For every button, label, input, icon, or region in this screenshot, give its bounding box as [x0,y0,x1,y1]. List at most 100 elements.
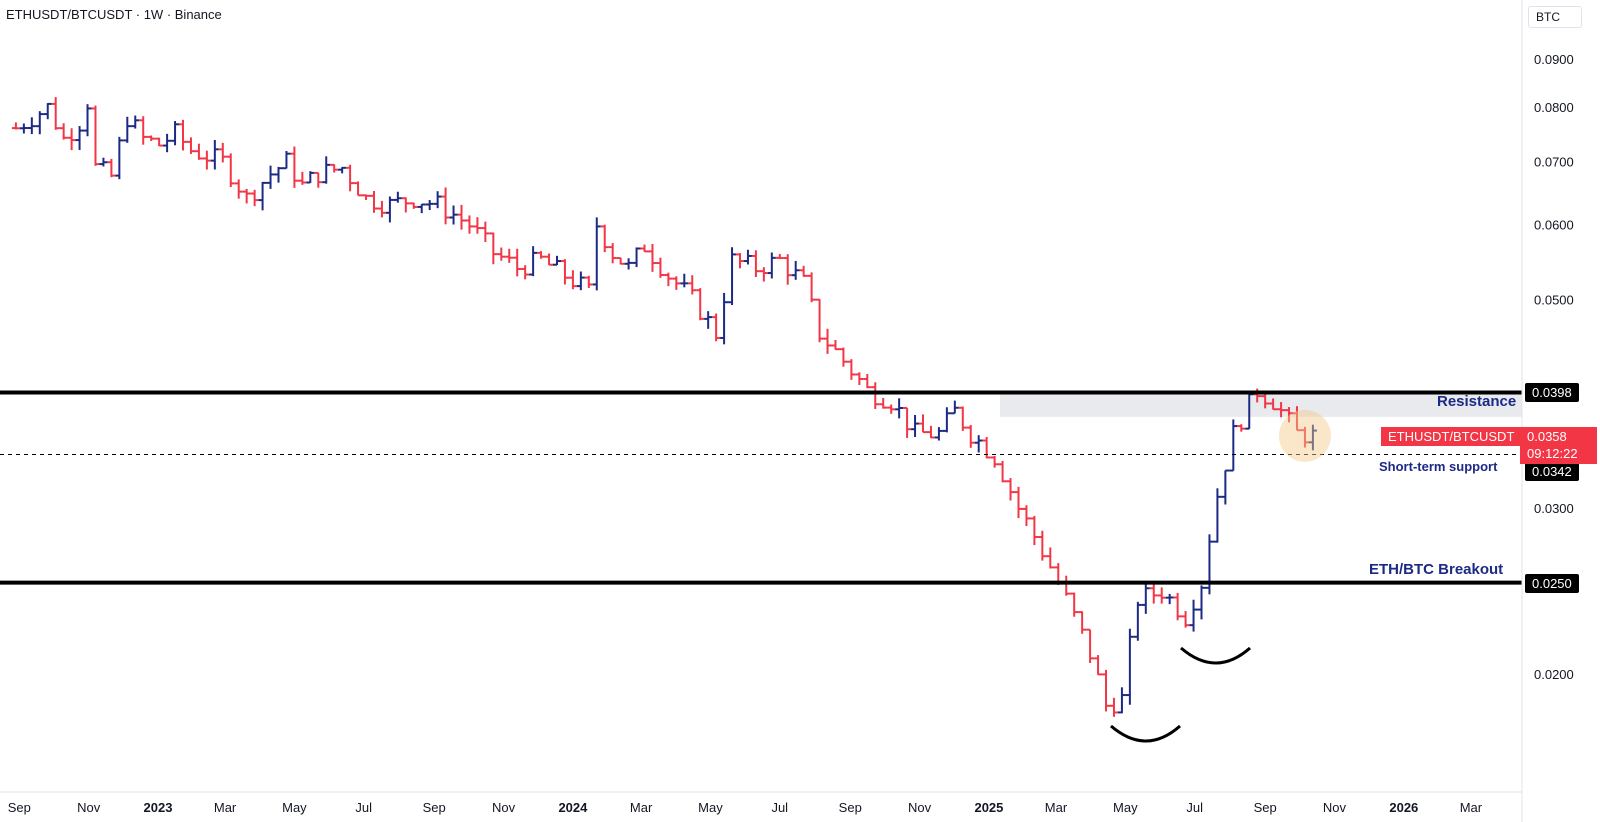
ohlc-bar [43,102,52,120]
ohlc-bar [863,373,872,389]
ohlc-bar [59,123,68,140]
currency-unit-button[interactable]: BTC [1528,6,1582,28]
ohlc-bar [911,414,920,437]
ohlc-bar [982,436,991,459]
ohlc-bar [720,292,729,345]
ohlc-bar [377,200,386,218]
ohlc-bar [632,247,641,268]
ohlc-bar [919,414,928,434]
ohlc-bar [1062,575,1071,596]
ohlc-bar [823,328,832,354]
ohlc-bar [1221,469,1230,505]
ohlc-bar [576,271,585,291]
time-tick-label: Sep [423,800,446,815]
ohlc-bar [831,339,840,351]
ohlc-bar [202,150,211,170]
time-tick-label: Sep [1254,800,1277,815]
price-tick-label: 0.0800 [1534,100,1574,115]
ohlc-bar [274,166,283,183]
ohlc-bar [1165,593,1174,605]
price-tick-label: 0.0200 [1534,667,1574,682]
ohlc-bar [903,406,912,438]
ohlc-bar [839,347,848,367]
ohlc-bar [107,158,116,178]
ohlc-bar [513,248,522,277]
ohlc-bar [99,157,108,167]
ohlc-bar [457,204,466,230]
right-shoulder-arc [1180,646,1251,665]
ohlc-bar [218,142,227,163]
ohlc-bar [1173,592,1182,621]
price-tick-label: 0.0900 [1534,52,1574,67]
ohlc-bar [67,128,76,151]
time-tick-label: Mar [214,800,237,815]
price-tick-label: 0.0700 [1534,155,1574,170]
ohlc-bar [688,275,697,295]
time-tick-label: May [282,800,307,815]
ohlc-bar [1014,486,1023,519]
bar-countdown: 09:12:22 [1527,446,1578,461]
ohlc-bar [879,397,888,409]
ohlc-bar [322,156,331,184]
ohlc-bar [1181,611,1190,628]
ohlc-bar [91,105,100,166]
ohlc-bar [1078,611,1087,634]
time-tick-label: Jul [355,800,372,815]
ohlc-bar [656,257,665,278]
ohlc-bar [1213,488,1222,543]
ohlc-bar [608,243,617,264]
breakout-label: ETH/BTC Breakout [1369,561,1504,578]
ohlc-bar [449,205,458,225]
ohlc-bar [1285,407,1294,423]
ohlc-bar [1125,628,1134,705]
ohlc-bar [1022,505,1031,527]
ohlc-bar [266,165,275,189]
ohlc-bar [1189,599,1198,632]
ohlc-bar [282,150,291,170]
ohlc-bar [640,244,649,253]
ohlc-bar [560,259,569,285]
ohlc-bar [194,143,203,160]
ohlc-bar [1070,592,1079,617]
ohlc-bar [505,248,514,263]
ohlc-bar [147,135,156,141]
ohlc-bar [704,311,713,329]
ohlc-bar [1117,687,1126,714]
last-price-tag: 0.0358 09:12:22 [1520,427,1597,464]
ohlc-bar [950,400,959,415]
ohlc-bar [1157,587,1166,604]
ohlc-bar [171,120,180,146]
ohlc-bar [314,171,323,188]
ohlc-bar [799,265,808,277]
ohlc-bar [1094,655,1103,676]
price-tick-label: 0.0600 [1534,218,1574,233]
ohlc-bar [1205,534,1214,595]
ohlc-bar [934,427,943,441]
ohlc-bar [226,153,235,188]
ohlc-bar [27,117,36,135]
ohlc-bar [131,115,140,129]
ohlc-bar [759,267,768,282]
ohlc-bar [1308,424,1317,451]
ohlc-bar [990,455,999,468]
ohlc-bar [537,251,546,259]
last-price: 0.0358 [1527,429,1567,444]
time-tick-label: 2025 [974,800,1003,815]
ohlc-bar [1109,697,1118,717]
ohlc-bar [338,166,347,174]
ohlc-bar [481,221,490,242]
time-tick-label: Jul [1186,800,1203,815]
ohlc-bar [186,137,195,154]
ohlc-bar [696,288,705,321]
ohlc-bar [584,275,593,289]
ohlc-bar [258,181,267,211]
support-label: Short-term support [1379,459,1498,474]
ohlc-bar [242,188,251,204]
ohlc-bar [815,298,824,343]
ohlc-bar [545,253,554,266]
time-tick-label: May [1113,800,1138,815]
ohlc-bar [179,119,188,151]
ohlc-bar [672,276,681,290]
time-tick-label: 2024 [558,800,588,815]
